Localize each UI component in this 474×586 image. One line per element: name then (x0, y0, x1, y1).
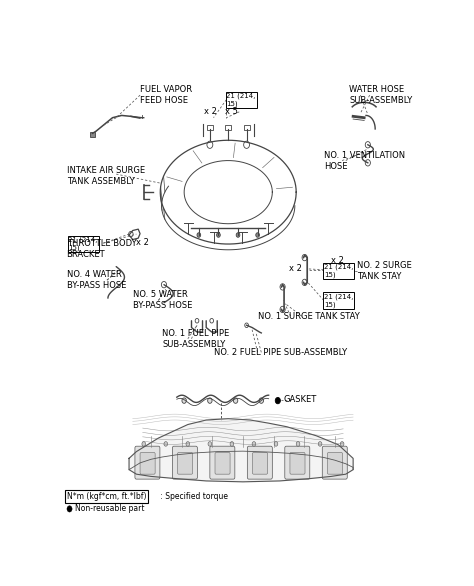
Polygon shape (129, 418, 353, 482)
Circle shape (280, 284, 285, 290)
FancyBboxPatch shape (285, 446, 310, 479)
Circle shape (244, 141, 249, 148)
Text: INTAKE AIR SURGE
TANK ASSEMBLY: INTAKE AIR SURGE TANK ASSEMBLY (66, 166, 145, 186)
FancyBboxPatch shape (328, 452, 343, 474)
Text: 21 (214,
15): 21 (214, 15) (324, 264, 353, 278)
Circle shape (197, 233, 201, 237)
Text: x 2: x 2 (331, 256, 344, 265)
FancyBboxPatch shape (91, 132, 95, 137)
Text: N*m (kgf*cm, ft.*lbf): N*m (kgf*cm, ft.*lbf) (66, 492, 146, 501)
Circle shape (67, 506, 72, 512)
FancyBboxPatch shape (173, 446, 197, 479)
Circle shape (210, 319, 213, 323)
Text: NO. 1 SURGE TANK STAY: NO. 1 SURGE TANK STAY (258, 312, 359, 321)
Text: : Specified torque: : Specified torque (158, 492, 228, 501)
Text: WATER HOSE
SUB-ASSEMBLY: WATER HOSE SUB-ASSEMBLY (349, 85, 413, 105)
Circle shape (302, 254, 307, 261)
Circle shape (230, 442, 234, 446)
Circle shape (318, 442, 322, 446)
FancyBboxPatch shape (135, 446, 160, 479)
Circle shape (207, 141, 213, 148)
Circle shape (280, 306, 285, 312)
Text: NO. 2 FUEL PIPE SUB-ASSEMBLY: NO. 2 FUEL PIPE SUB-ASSEMBLY (213, 348, 346, 357)
Text: Non-reusable part: Non-reusable part (75, 505, 145, 513)
Text: x 2: x 2 (137, 238, 149, 247)
Circle shape (340, 442, 344, 446)
Circle shape (233, 398, 238, 403)
Circle shape (302, 280, 307, 285)
FancyBboxPatch shape (215, 452, 230, 474)
FancyBboxPatch shape (244, 125, 249, 130)
Circle shape (195, 319, 199, 323)
Text: GASKET: GASKET (283, 395, 317, 404)
Circle shape (365, 142, 370, 148)
Text: x 2: x 2 (204, 107, 217, 117)
FancyBboxPatch shape (247, 446, 272, 479)
Circle shape (259, 398, 264, 403)
Circle shape (164, 442, 168, 446)
Circle shape (256, 233, 259, 237)
Text: NO. 1 VENTILATION
HOSE: NO. 1 VENTILATION HOSE (324, 151, 405, 171)
Circle shape (274, 442, 278, 446)
Circle shape (365, 159, 370, 166)
Circle shape (236, 233, 240, 237)
Circle shape (252, 442, 256, 446)
Text: NO. 4 WATER
BY-PASS HOSE: NO. 4 WATER BY-PASS HOSE (66, 270, 126, 290)
Circle shape (186, 442, 190, 446)
FancyBboxPatch shape (322, 446, 347, 479)
FancyBboxPatch shape (225, 125, 231, 130)
Circle shape (208, 398, 212, 403)
Circle shape (128, 231, 133, 237)
Circle shape (217, 233, 220, 237)
Circle shape (245, 323, 248, 328)
FancyBboxPatch shape (207, 125, 213, 130)
Circle shape (182, 398, 186, 403)
FancyBboxPatch shape (178, 452, 192, 474)
Text: 21 (214,
15): 21 (214, 15) (68, 237, 98, 251)
Circle shape (161, 281, 166, 288)
Text: NO. 1 FUEL PIPE
SUB-ASSEMBLY: NO. 1 FUEL PIPE SUB-ASSEMBLY (162, 329, 229, 349)
Text: NO. 5 WATER
BY-PASS HOSE: NO. 5 WATER BY-PASS HOSE (133, 291, 192, 311)
Circle shape (142, 442, 146, 446)
Text: 21 (214,
15): 21 (214, 15) (227, 93, 256, 107)
FancyBboxPatch shape (140, 452, 155, 474)
FancyBboxPatch shape (290, 452, 305, 474)
Text: NO. 2 SURGE
TANK STAY: NO. 2 SURGE TANK STAY (357, 261, 411, 281)
Circle shape (296, 442, 300, 446)
Text: x 2: x 2 (289, 264, 302, 273)
Text: FUEL VAPOR
FEED HOSE: FUEL VAPOR FEED HOSE (140, 85, 192, 105)
Text: THROTTLE BODY
BRACKET: THROTTLE BODY BRACKET (66, 239, 136, 258)
Circle shape (208, 442, 212, 446)
Text: 21 (214,
15): 21 (214, 15) (324, 293, 353, 308)
FancyBboxPatch shape (253, 452, 267, 474)
Text: x 5: x 5 (225, 107, 237, 117)
Circle shape (275, 397, 281, 404)
FancyBboxPatch shape (210, 446, 235, 479)
